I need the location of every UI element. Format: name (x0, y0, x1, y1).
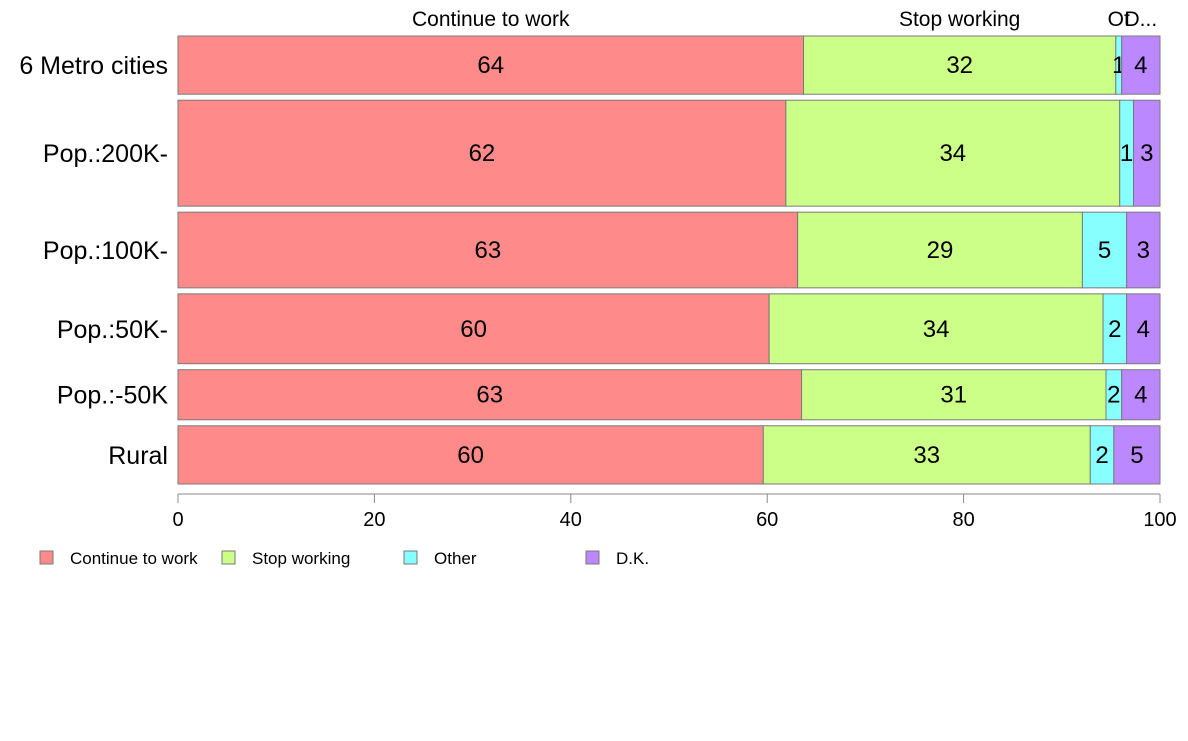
top-label-2: Stop working (899, 8, 1020, 31)
bar-label-1-3: 63 (474, 237, 501, 264)
category-label-2: Pop.:200K- (43, 140, 168, 168)
bar-1-4 (177, 293, 770, 365)
category-label-5: Pop.:-50K (57, 382, 169, 410)
bar-1-5 (177, 369, 803, 421)
bar-label-1-1: 64 (477, 52, 504, 79)
bar-1-6 (177, 425, 764, 485)
bar-label-3-5: 2 (1107, 382, 1120, 409)
bar-2-4 (768, 293, 1104, 365)
bar-label-1-4: 60 (460, 316, 487, 343)
bar-2-3 (797, 211, 1083, 289)
bar-label-4-4: 4 (1137, 316, 1150, 343)
bar-2-1 (803, 35, 1117, 95)
bar-label-2-6: 33 (913, 442, 940, 469)
bar-label-4-2: 3 (1140, 140, 1153, 167)
x-tick-label-4: 60 (756, 509, 778, 531)
bar-3-3 (1081, 211, 1128, 289)
bar-4-3 (1126, 211, 1161, 289)
bar-4-2 (1132, 99, 1161, 207)
x-tick-label-3: 40 (560, 509, 582, 531)
bar-label-1-2: 62 (469, 140, 496, 167)
bar-4-1 (1121, 35, 1161, 95)
bar-4-5 (1121, 369, 1161, 421)
category-label-4: Pop.:50K- (57, 316, 168, 344)
legend-label-4: D.K. (616, 549, 649, 568)
bar-label-1-6: 60 (457, 442, 484, 469)
category-label-3: Pop.:100K- (43, 237, 168, 265)
bar-label-1-5: 63 (476, 382, 503, 409)
x-tick-label-1: 0 (172, 509, 183, 531)
bar-1-3 (177, 211, 799, 289)
bar-label-2-2: 34 (939, 140, 966, 167)
legend-swatch-1 (39, 550, 54, 565)
category-label-6: Rural (108, 442, 168, 470)
bar-2-5 (801, 369, 1107, 421)
bar-4-6 (1113, 425, 1161, 485)
bar-label-2-1: 32 (946, 52, 973, 79)
top-label-4: D... (1125, 8, 1158, 31)
legend-swatch-3 (403, 550, 418, 565)
legend-label-2: Stop working (252, 549, 350, 568)
bar-label-3-6: 2 (1095, 442, 1108, 469)
x-tick-label-6: 100 (1143, 509, 1176, 531)
bar-1-2 (177, 99, 787, 207)
bar-label-4-5: 4 (1134, 382, 1147, 409)
legend-label-1: Continue to work (70, 549, 198, 568)
legend-label-3: Other (434, 549, 477, 568)
top-label-1: Continue to work (412, 8, 570, 31)
bar-2-6 (762, 425, 1091, 485)
bar-label-4-6: 5 (1130, 442, 1143, 469)
bar-label-4-3: 3 (1137, 237, 1150, 264)
x-tick-label-2: 20 (363, 509, 385, 531)
bar-1-1 (177, 35, 805, 95)
bar-label-2-5: 31 (940, 382, 967, 409)
bar-label-2-3: 29 (927, 237, 954, 264)
category-label-1: 6 Metro cities (19, 52, 168, 80)
bar-label-4-1: 4 (1134, 52, 1147, 79)
bar-label-3-4: 2 (1108, 316, 1121, 343)
bar-label-3-3: 5 (1098, 237, 1111, 264)
x-tick-label-5: 80 (952, 509, 974, 531)
legend-swatch-2 (221, 550, 236, 565)
bar-2-2 (785, 99, 1121, 207)
bar-4-4 (1126, 293, 1161, 365)
bar-label-3-2: 1 (1120, 140, 1133, 167)
top-label-3: Ot (1108, 8, 1130, 31)
legend-swatch-4 (585, 550, 600, 565)
bar-label-2-4: 34 (923, 316, 950, 343)
